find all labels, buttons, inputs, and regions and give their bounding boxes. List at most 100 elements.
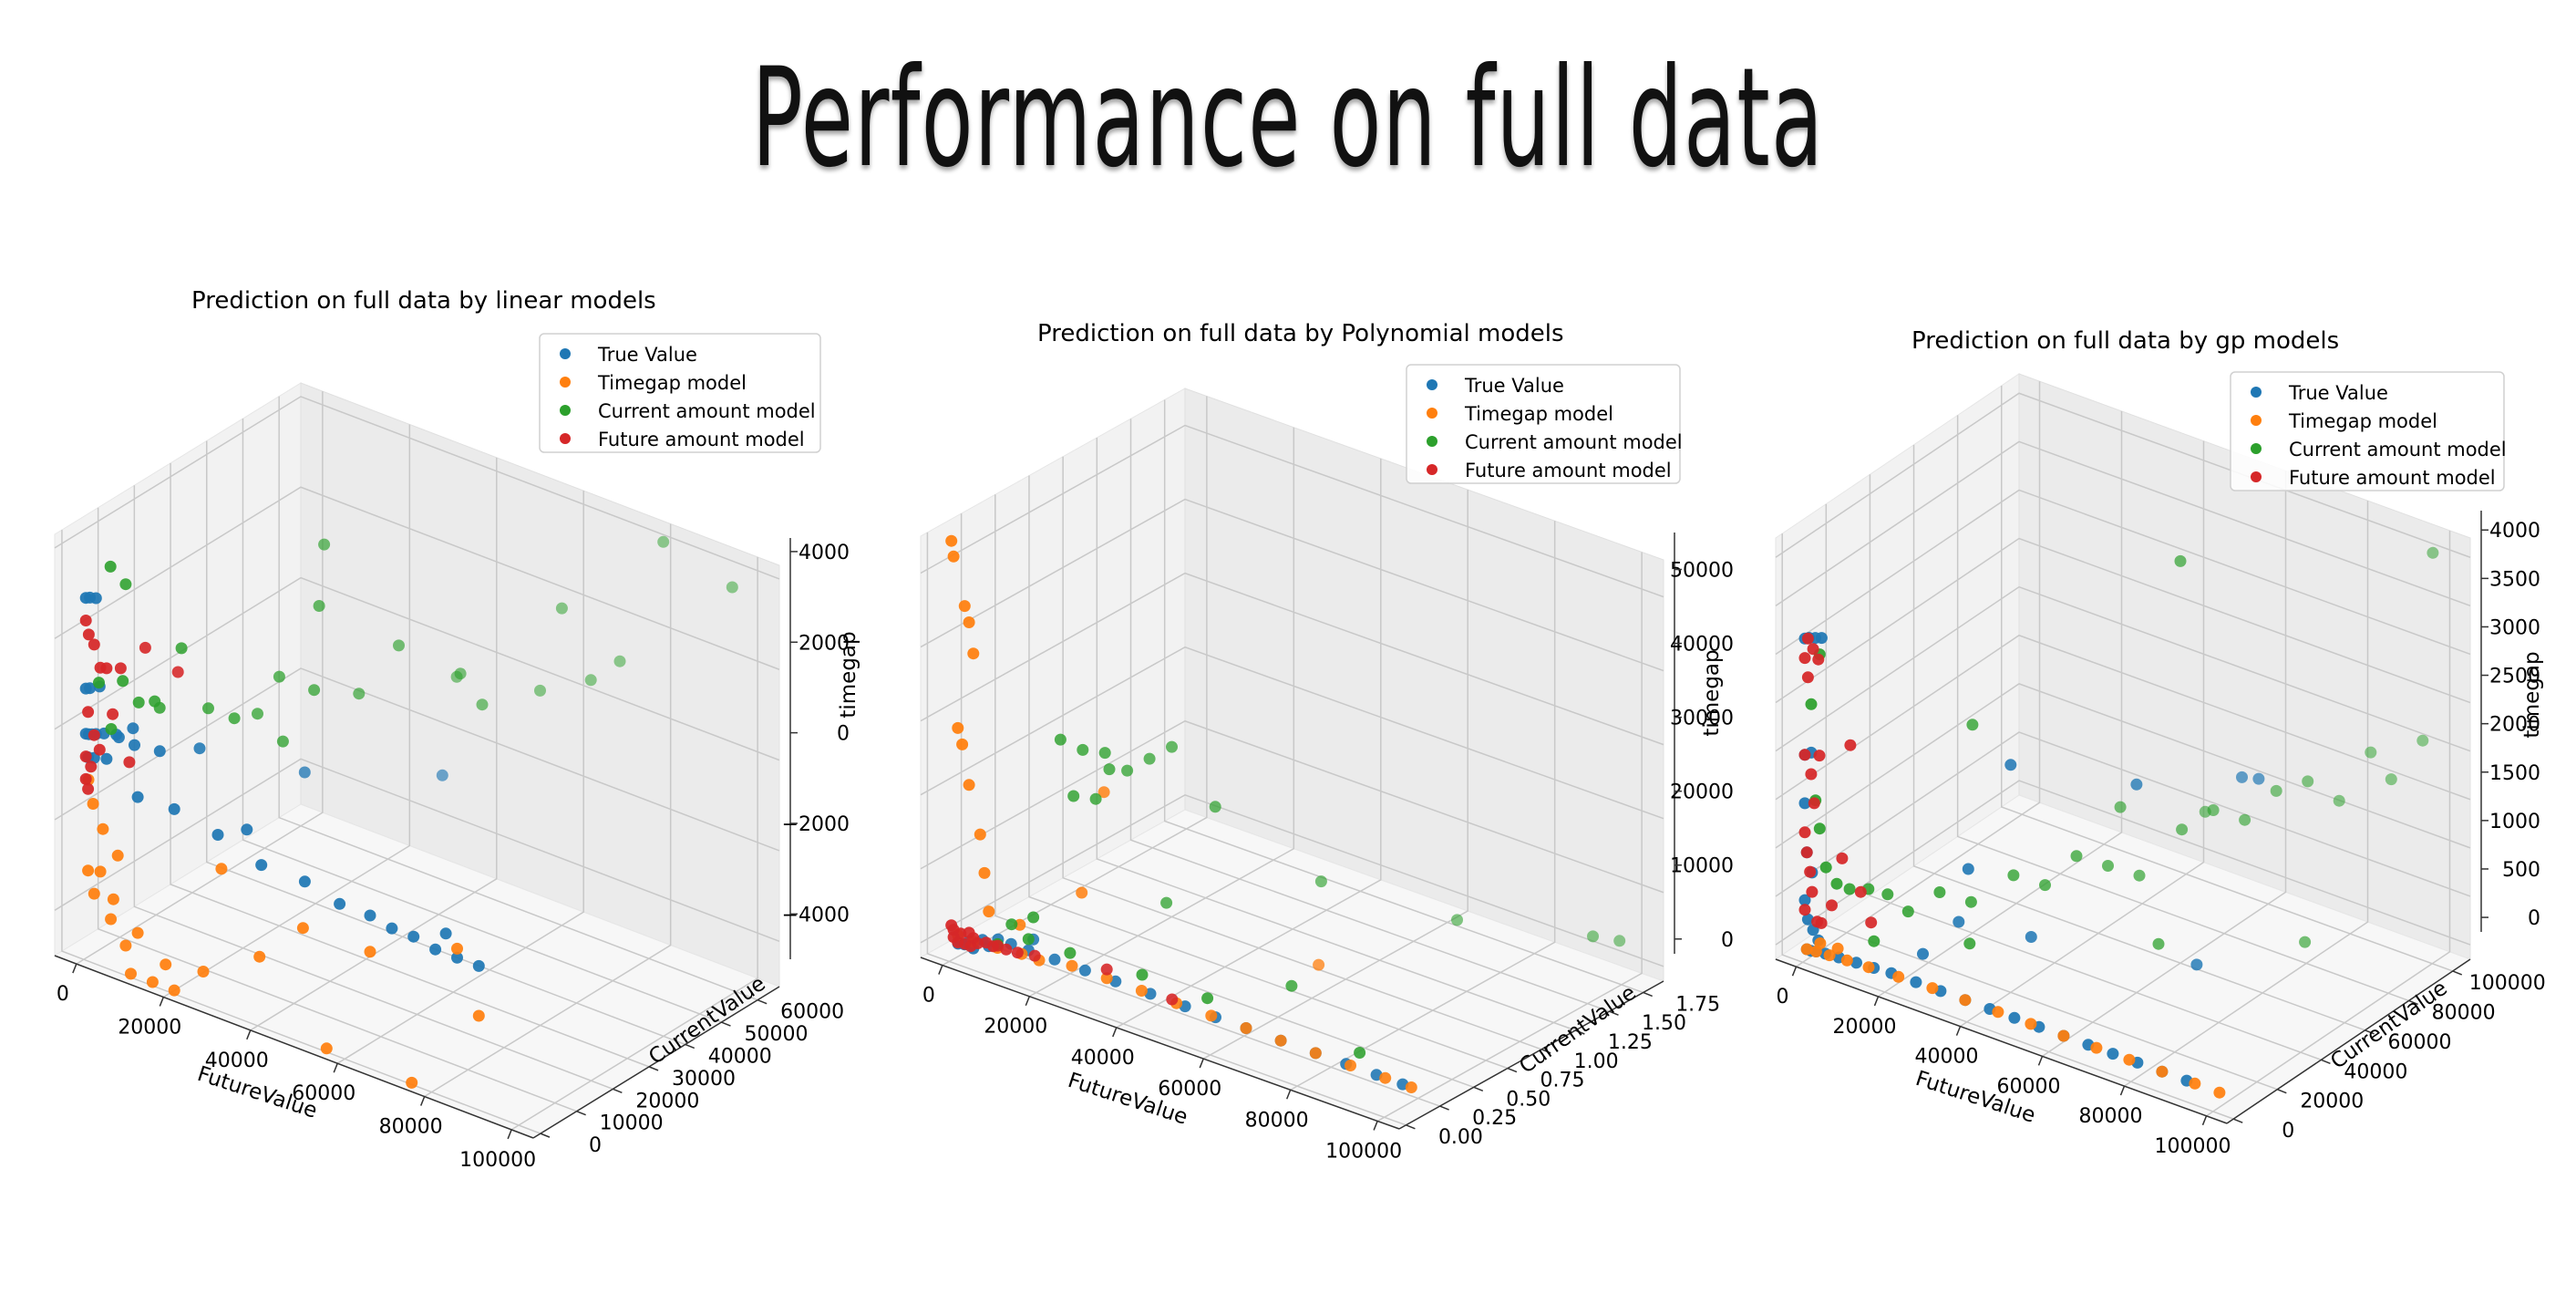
data-point bbox=[79, 772, 92, 785]
grid-line bbox=[1796, 381, 2041, 967]
legend-label: True Value bbox=[2288, 382, 2388, 404]
legend-label: Future amount model bbox=[598, 429, 805, 450]
data-point bbox=[93, 677, 105, 689]
data-point bbox=[1840, 954, 1853, 967]
data-point bbox=[1962, 863, 1974, 875]
y-tick-label: 1.25 bbox=[1608, 1031, 1653, 1054]
x-tick-mark bbox=[1955, 1026, 1962, 1036]
legend-label: True Value bbox=[1464, 375, 1564, 397]
y-tick-label: 80000 bbox=[2432, 1001, 2496, 1024]
data-point bbox=[125, 967, 137, 980]
grid-line bbox=[170, 462, 650, 1068]
data-point bbox=[1798, 826, 1811, 839]
data-point bbox=[584, 674, 597, 687]
grid-line bbox=[1775, 537, 2471, 704]
data-point bbox=[1000, 943, 1013, 956]
data-point bbox=[2004, 759, 2017, 771]
data-point bbox=[2190, 958, 2203, 971]
data-point bbox=[228, 712, 241, 725]
z-tick-label: −4000 bbox=[782, 904, 850, 926]
data-point bbox=[1209, 801, 1221, 813]
data-point bbox=[1054, 733, 1066, 746]
grid-line bbox=[1096, 438, 1576, 1031]
data-point bbox=[1314, 875, 1327, 888]
grid-line bbox=[76, 391, 324, 965]
legend-label: Timegap model bbox=[2288, 410, 2437, 432]
grid-line bbox=[1960, 440, 2205, 1028]
data-point bbox=[79, 615, 92, 626]
data-point bbox=[2365, 746, 2377, 759]
data-point bbox=[2107, 1048, 2119, 1060]
data-point bbox=[2416, 734, 2429, 747]
data-point bbox=[1136, 968, 1149, 981]
data-point bbox=[450, 670, 463, 683]
legend-label: Current amount model bbox=[2289, 439, 2507, 460]
data-point bbox=[153, 745, 166, 758]
y-tick-label: 0.25 bbox=[1472, 1107, 1517, 1130]
data-point bbox=[1097, 786, 1110, 799]
data-point bbox=[1807, 643, 1819, 656]
legend-marker bbox=[560, 433, 571, 444]
data-point bbox=[964, 940, 977, 953]
y-tick-mark bbox=[576, 1111, 586, 1116]
x-tick-label: 80000 bbox=[1245, 1109, 1309, 1132]
data-point bbox=[476, 698, 489, 711]
y-tick-label: 30000 bbox=[672, 1068, 736, 1091]
data-point bbox=[1813, 750, 1826, 762]
y-tick-mark bbox=[1507, 1067, 1518, 1073]
x-axis-line bbox=[54, 955, 534, 1139]
data-point bbox=[82, 706, 95, 719]
data-point bbox=[1077, 743, 1089, 756]
legend-box bbox=[2230, 371, 2505, 491]
z-tick-label: 3000 bbox=[2489, 616, 2540, 639]
y-tick-label: 40000 bbox=[2344, 1060, 2407, 1083]
data-point bbox=[2057, 1029, 2070, 1042]
data-point bbox=[334, 897, 346, 910]
data-point bbox=[1812, 653, 1825, 666]
grid-line bbox=[54, 667, 780, 852]
data-point bbox=[129, 739, 140, 751]
y-tick-mark bbox=[1609, 1010, 1619, 1016]
data-point bbox=[1798, 904, 1811, 916]
x-tick-mark bbox=[507, 1129, 512, 1140]
y-tick-mark bbox=[721, 1021, 731, 1027]
series-group bbox=[945, 919, 1179, 1006]
y-tick-mark bbox=[2277, 1089, 2287, 1094]
data-point bbox=[88, 638, 100, 651]
data-point bbox=[320, 1042, 333, 1055]
series-group bbox=[1800, 937, 2226, 1099]
y-tick-label: 20000 bbox=[2300, 1091, 2364, 1113]
grid-line bbox=[920, 646, 1664, 820]
data-point bbox=[168, 802, 180, 815]
z-tick-label: 500 bbox=[2502, 859, 2540, 882]
data-point bbox=[2236, 771, 2248, 783]
x-tick-mark bbox=[2037, 1056, 2044, 1066]
data-point bbox=[171, 666, 184, 678]
grid-line bbox=[1163, 399, 1643, 994]
data-point bbox=[1098, 747, 1111, 760]
data-point bbox=[956, 738, 969, 750]
x-tick-mark bbox=[1873, 996, 1880, 1007]
x-tick-mark bbox=[1791, 966, 1798, 977]
grid-line bbox=[336, 491, 584, 1064]
data-point bbox=[1844, 739, 1857, 751]
data-point bbox=[1064, 946, 1077, 959]
data-point bbox=[1379, 1071, 1392, 1084]
x-tick-mark bbox=[1285, 1089, 1292, 1100]
legend-label: Current amount model bbox=[1465, 431, 1683, 453]
data-point bbox=[2239, 813, 2251, 826]
data-point bbox=[2299, 936, 2312, 948]
z-tick-label: 4000 bbox=[799, 542, 850, 564]
data-point bbox=[2008, 1011, 2021, 1024]
legend-marker bbox=[1427, 379, 1437, 390]
data-point bbox=[1819, 861, 1832, 874]
x-tick-mark bbox=[159, 997, 165, 1007]
data-point bbox=[82, 628, 95, 641]
data-point bbox=[1066, 959, 1078, 972]
data-point bbox=[2070, 850, 2083, 863]
data-point bbox=[967, 647, 980, 660]
x-tick-mark bbox=[419, 1096, 426, 1106]
z-tick-label: 1500 bbox=[2489, 762, 2540, 785]
data-point bbox=[1865, 916, 1878, 929]
data-point bbox=[1076, 886, 1088, 899]
